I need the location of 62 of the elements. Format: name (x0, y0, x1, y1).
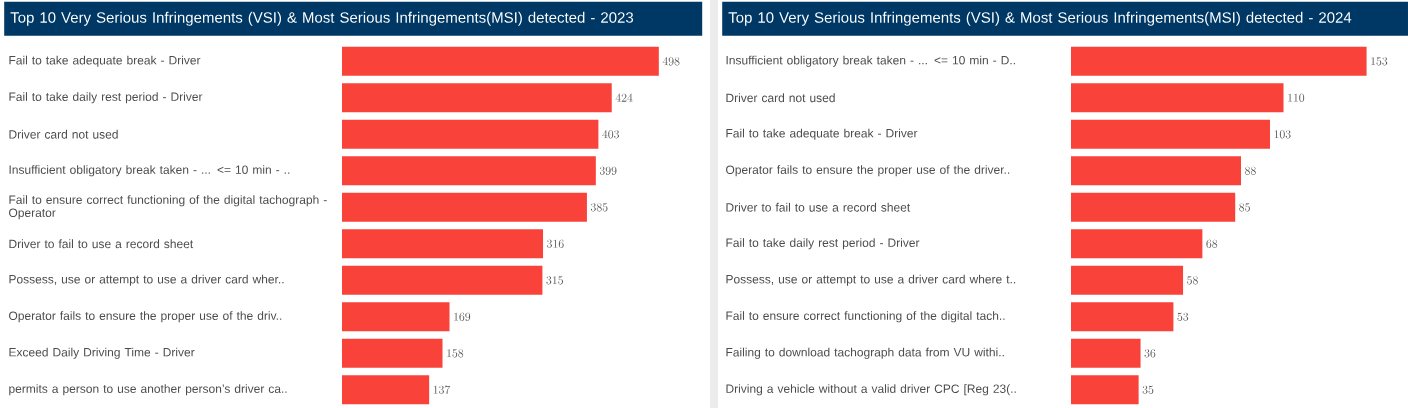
bar (342, 192, 587, 222)
y-tick-label: Failing to download tachograph data from VU withi.. (726, 347, 1004, 359)
bar (1071, 192, 1236, 222)
bar (1071, 46, 1367, 76)
data-label: 385 (590, 203, 608, 212)
y-tick-label: Insufficient obligatory break taken - ... <= 10 min - .. (9, 165, 290, 177)
chart-title: Top 10 Very Serious Infringements (VSI) & Most Serious Infringements(MSI) detected - 2023 (10, 11, 634, 26)
bar (1071, 265, 1184, 295)
data-label: 68 (1206, 239, 1218, 248)
bar (1071, 156, 1242, 186)
data-label: 110 (1288, 93, 1305, 102)
y-tick-label: Possess, use or attempt to use a driver card wher.. (9, 274, 284, 286)
bar (1071, 229, 1203, 259)
data-label: 88 (1245, 166, 1256, 175)
bar (342, 265, 543, 295)
y-tick-label: Fail to take daily rest period - Driver (9, 92, 203, 104)
bar (1071, 83, 1284, 113)
y-tick-label: Operator fails to ensure the proper use of the driv.. (9, 311, 282, 323)
data-label: 137 (433, 385, 451, 394)
bar (342, 302, 450, 332)
data-label: 103 (1274, 130, 1291, 139)
data-label: 85 (1239, 203, 1250, 212)
bar (342, 338, 443, 368)
y-tick-label: Fail to take adequate break - Driver (9, 55, 201, 67)
y-tick-label: Operator fails to ensure the proper use of the driver.. (726, 165, 1010, 177)
data-label: 158 (447, 349, 464, 358)
data-label: 399 (599, 166, 617, 175)
y-tick-label: Driver card not used (9, 129, 118, 139)
y-tick-label: Driver card not used (726, 93, 835, 103)
y-tick-label: Fail to ensure correct functioning of the digital tach.. (726, 311, 1005, 323)
bar (342, 46, 659, 76)
chart-title: Top 10 Very Serious Infringements (VSI) & Most Serious Infringements(MSI) detected - 2024 (728, 11, 1352, 26)
data-label: 498 (662, 57, 680, 66)
y-tick-label: Driver to fail to use a record sheet (726, 202, 911, 212)
y-tick-label: Driver to fail to use a record sheet (9, 239, 194, 249)
bar (1071, 375, 1139, 405)
bar (342, 83, 612, 113)
bar (1071, 302, 1174, 332)
y-tick-label: Fail to take adequate break - Driver (726, 128, 918, 140)
data-label: 169 (454, 312, 471, 321)
bar (342, 229, 544, 259)
y-tick-label: Exceed Daily Driving Time - Driver (9, 347, 195, 359)
data-label: 58 (1187, 276, 1198, 285)
y-tick-label: permits a person to use another person’s driver ca.. (9, 384, 287, 396)
data-label: 53 (1177, 312, 1189, 321)
data-label: 35 (1142, 385, 1154, 394)
bar (1071, 119, 1270, 149)
data-label: 315 (546, 276, 563, 285)
bar (342, 375, 430, 405)
data-label: 153 (1371, 57, 1388, 66)
data-label: 316 (547, 239, 564, 248)
y-tick-label: Driving a vehicle without a valid driver CPC [Reg 23(.. (726, 384, 1016, 396)
y-tick-label: Fail to ensure correct functioning of the digital tachograph - Operator (9, 195, 327, 220)
data-label: 403 (602, 130, 620, 139)
y-tick-label: Fail to take daily rest period - Driver (726, 238, 920, 250)
data-label: 36 (1144, 349, 1156, 358)
bar (1071, 338, 1141, 368)
bar (342, 119, 599, 149)
y-tick-label: Possess, use or attempt to use a driver card where t.. (726, 274, 1016, 286)
y-tick-label: Insufficient obligatory break taken - ... <= 10 min - D.. (726, 55, 1015, 67)
bar (342, 156, 596, 186)
data-label: 424 (615, 93, 633, 102)
